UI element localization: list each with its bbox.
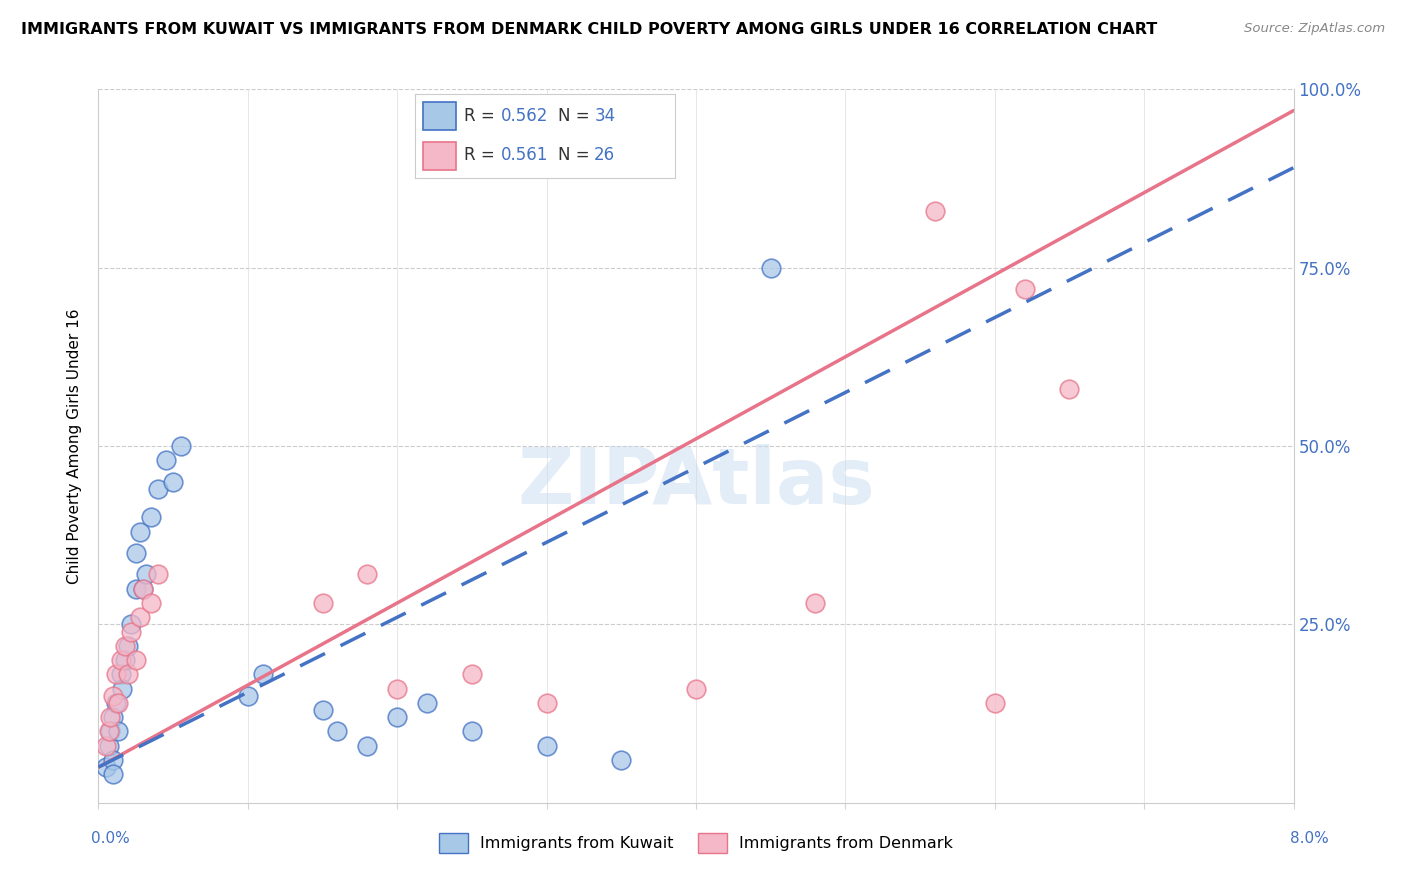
Point bbox=[416, 696, 439, 710]
Text: R =: R = bbox=[464, 107, 501, 125]
Point bbox=[120, 617, 142, 632]
Point bbox=[129, 610, 152, 624]
Point bbox=[236, 689, 259, 703]
Point bbox=[105, 667, 128, 681]
Point bbox=[385, 710, 409, 724]
Point bbox=[311, 596, 333, 610]
Point bbox=[385, 681, 409, 696]
Text: R =: R = bbox=[464, 146, 501, 164]
Point bbox=[356, 739, 378, 753]
Text: ZIPAtlas: ZIPAtlas bbox=[517, 443, 875, 520]
Point bbox=[105, 696, 128, 710]
Point bbox=[107, 696, 129, 710]
Point bbox=[132, 582, 155, 596]
Point bbox=[103, 753, 125, 767]
Point bbox=[97, 739, 120, 753]
Point bbox=[461, 667, 484, 681]
Text: 8.0%: 8.0% bbox=[1289, 831, 1329, 846]
Point bbox=[326, 724, 349, 739]
Point bbox=[1059, 382, 1081, 396]
Point bbox=[311, 703, 333, 717]
Text: Source: ZipAtlas.com: Source: ZipAtlas.com bbox=[1244, 22, 1385, 36]
Point bbox=[117, 639, 139, 653]
FancyBboxPatch shape bbox=[423, 103, 457, 130]
Point bbox=[114, 653, 136, 667]
Point bbox=[110, 653, 132, 667]
Text: IMMIGRANTS FROM KUWAIT VS IMMIGRANTS FROM DENMARK CHILD POVERTY AMONG GIRLS UNDE: IMMIGRANTS FROM KUWAIT VS IMMIGRANTS FRO… bbox=[21, 22, 1157, 37]
Point bbox=[103, 767, 125, 781]
Text: 0.0%: 0.0% bbox=[91, 831, 131, 846]
Y-axis label: Child Poverty Among Girls Under 16: Child Poverty Among Girls Under 16 bbox=[67, 309, 83, 583]
Point bbox=[98, 710, 122, 724]
Point bbox=[169, 439, 191, 453]
Point bbox=[129, 524, 152, 539]
Point bbox=[536, 696, 558, 710]
Text: 0.562: 0.562 bbox=[501, 107, 548, 125]
Point bbox=[804, 596, 827, 610]
Point bbox=[125, 653, 148, 667]
Point bbox=[107, 724, 129, 739]
Point bbox=[1014, 282, 1036, 296]
Point bbox=[610, 753, 633, 767]
Point bbox=[111, 681, 134, 696]
Point bbox=[94, 760, 117, 774]
Point bbox=[98, 724, 122, 739]
Text: N =: N = bbox=[558, 107, 595, 125]
Point bbox=[139, 596, 162, 610]
Point bbox=[148, 567, 170, 582]
Point bbox=[461, 724, 484, 739]
Point bbox=[148, 482, 170, 496]
Point bbox=[139, 510, 162, 524]
Point bbox=[924, 203, 946, 218]
Point bbox=[103, 689, 125, 703]
Point bbox=[155, 453, 177, 467]
FancyBboxPatch shape bbox=[423, 142, 457, 169]
Text: 26: 26 bbox=[595, 146, 616, 164]
Point bbox=[125, 582, 148, 596]
Point bbox=[120, 624, 142, 639]
Point bbox=[252, 667, 274, 681]
Point bbox=[132, 582, 155, 596]
Text: N =: N = bbox=[558, 146, 595, 164]
Point bbox=[117, 667, 139, 681]
Point bbox=[984, 696, 1007, 710]
Point bbox=[135, 567, 157, 582]
Point bbox=[114, 639, 136, 653]
Legend: Immigrants from Kuwait, Immigrants from Denmark: Immigrants from Kuwait, Immigrants from … bbox=[433, 827, 959, 859]
Point bbox=[536, 739, 558, 753]
Point bbox=[356, 567, 378, 582]
Point bbox=[759, 260, 782, 275]
Point bbox=[110, 667, 132, 681]
Point bbox=[97, 724, 120, 739]
Point bbox=[685, 681, 707, 696]
Text: 0.561: 0.561 bbox=[501, 146, 548, 164]
Text: 34: 34 bbox=[595, 107, 616, 125]
Point bbox=[125, 546, 148, 560]
Point bbox=[162, 475, 184, 489]
Point bbox=[94, 739, 117, 753]
Point bbox=[103, 710, 125, 724]
